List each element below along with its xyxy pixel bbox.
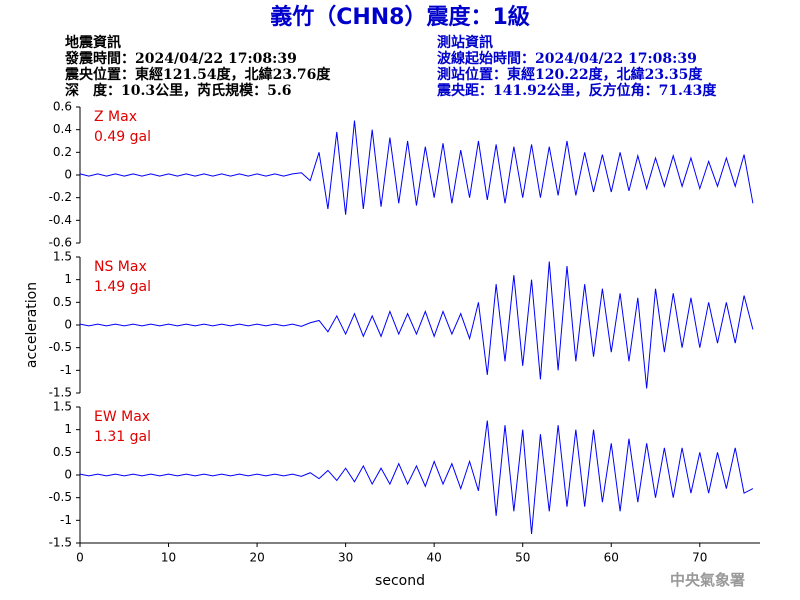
y-tick-label: 0.5: [53, 445, 72, 459]
info-left: 深 度：10.3公里，芮氏規模：5.6: [65, 82, 291, 99]
y-tick-label: 0.2: [53, 145, 72, 159]
y-axis-label: acceleration: [24, 282, 40, 368]
info-right: 測站資訊: [437, 34, 493, 51]
trace: [79, 420, 754, 534]
x-tick-label: 30: [338, 551, 353, 565]
y-tick-label: -1.5: [49, 536, 72, 550]
info-left: 震央位置：東經121.54度，北緯23.76度: [64, 66, 331, 83]
y-tick-label: 0.4: [53, 122, 72, 136]
x-tick-label: 50: [515, 551, 530, 565]
info-left: 發震時間：2024/04/22 17:08:39: [64, 50, 297, 67]
info-right: 震央距：141.92公里，反方位角：71.43度: [436, 82, 717, 99]
panel-max: 1.49 gal: [94, 279, 151, 295]
y-tick-label: 0: [64, 168, 72, 182]
info-left: 地震資訊: [65, 34, 121, 51]
y-tick-label: -0.2: [49, 190, 72, 204]
info-right: 測站位置：東經120.22度，北緯23.35度: [437, 66, 703, 83]
x-tick-label: 10: [161, 551, 176, 565]
x-tick-label: 40: [427, 551, 442, 565]
y-tick-label: 1: [64, 272, 72, 286]
x-tick-label: 60: [604, 551, 619, 565]
y-tick-label: -1: [60, 363, 72, 377]
y-tick-label: 0.6: [53, 100, 72, 114]
x-axis-label: second: [375, 573, 425, 589]
y-tick-label: 1.5: [53, 400, 72, 414]
title: 義竹（CHN8）震度：1級: [270, 4, 530, 30]
panel-label: NS Max: [94, 259, 147, 275]
panel-max: 1.31 gal: [94, 429, 151, 445]
y-tick-label: -0.5: [49, 340, 72, 354]
y-tick-label: 0: [64, 468, 72, 482]
info-right: 波線起始時間：2024/04/22 17:08:39: [437, 50, 697, 67]
x-tick-label: 70: [692, 551, 707, 565]
trace: [79, 261, 754, 389]
y-tick-label: 0.5: [53, 295, 72, 309]
y-tick-label: 1.5: [53, 250, 72, 264]
panel-label: Z Max: [94, 109, 137, 125]
x-tick-label: 20: [249, 551, 264, 565]
panel-label: EW Max: [94, 409, 150, 425]
x-tick-label: 0: [76, 551, 84, 565]
y-tick-label: -1: [60, 513, 72, 527]
y-tick-label: -0.4: [49, 213, 72, 227]
footer: 中央氣象署: [670, 571, 745, 589]
y-tick-label: -1.5: [49, 386, 72, 400]
panel-max: 0.49 gal: [94, 129, 151, 145]
y-tick-label: 0: [64, 318, 72, 332]
y-tick-label: 1: [64, 422, 72, 436]
trace: [79, 120, 754, 215]
y-tick-label: -0.6: [49, 236, 72, 250]
y-tick-label: -0.5: [49, 490, 72, 504]
